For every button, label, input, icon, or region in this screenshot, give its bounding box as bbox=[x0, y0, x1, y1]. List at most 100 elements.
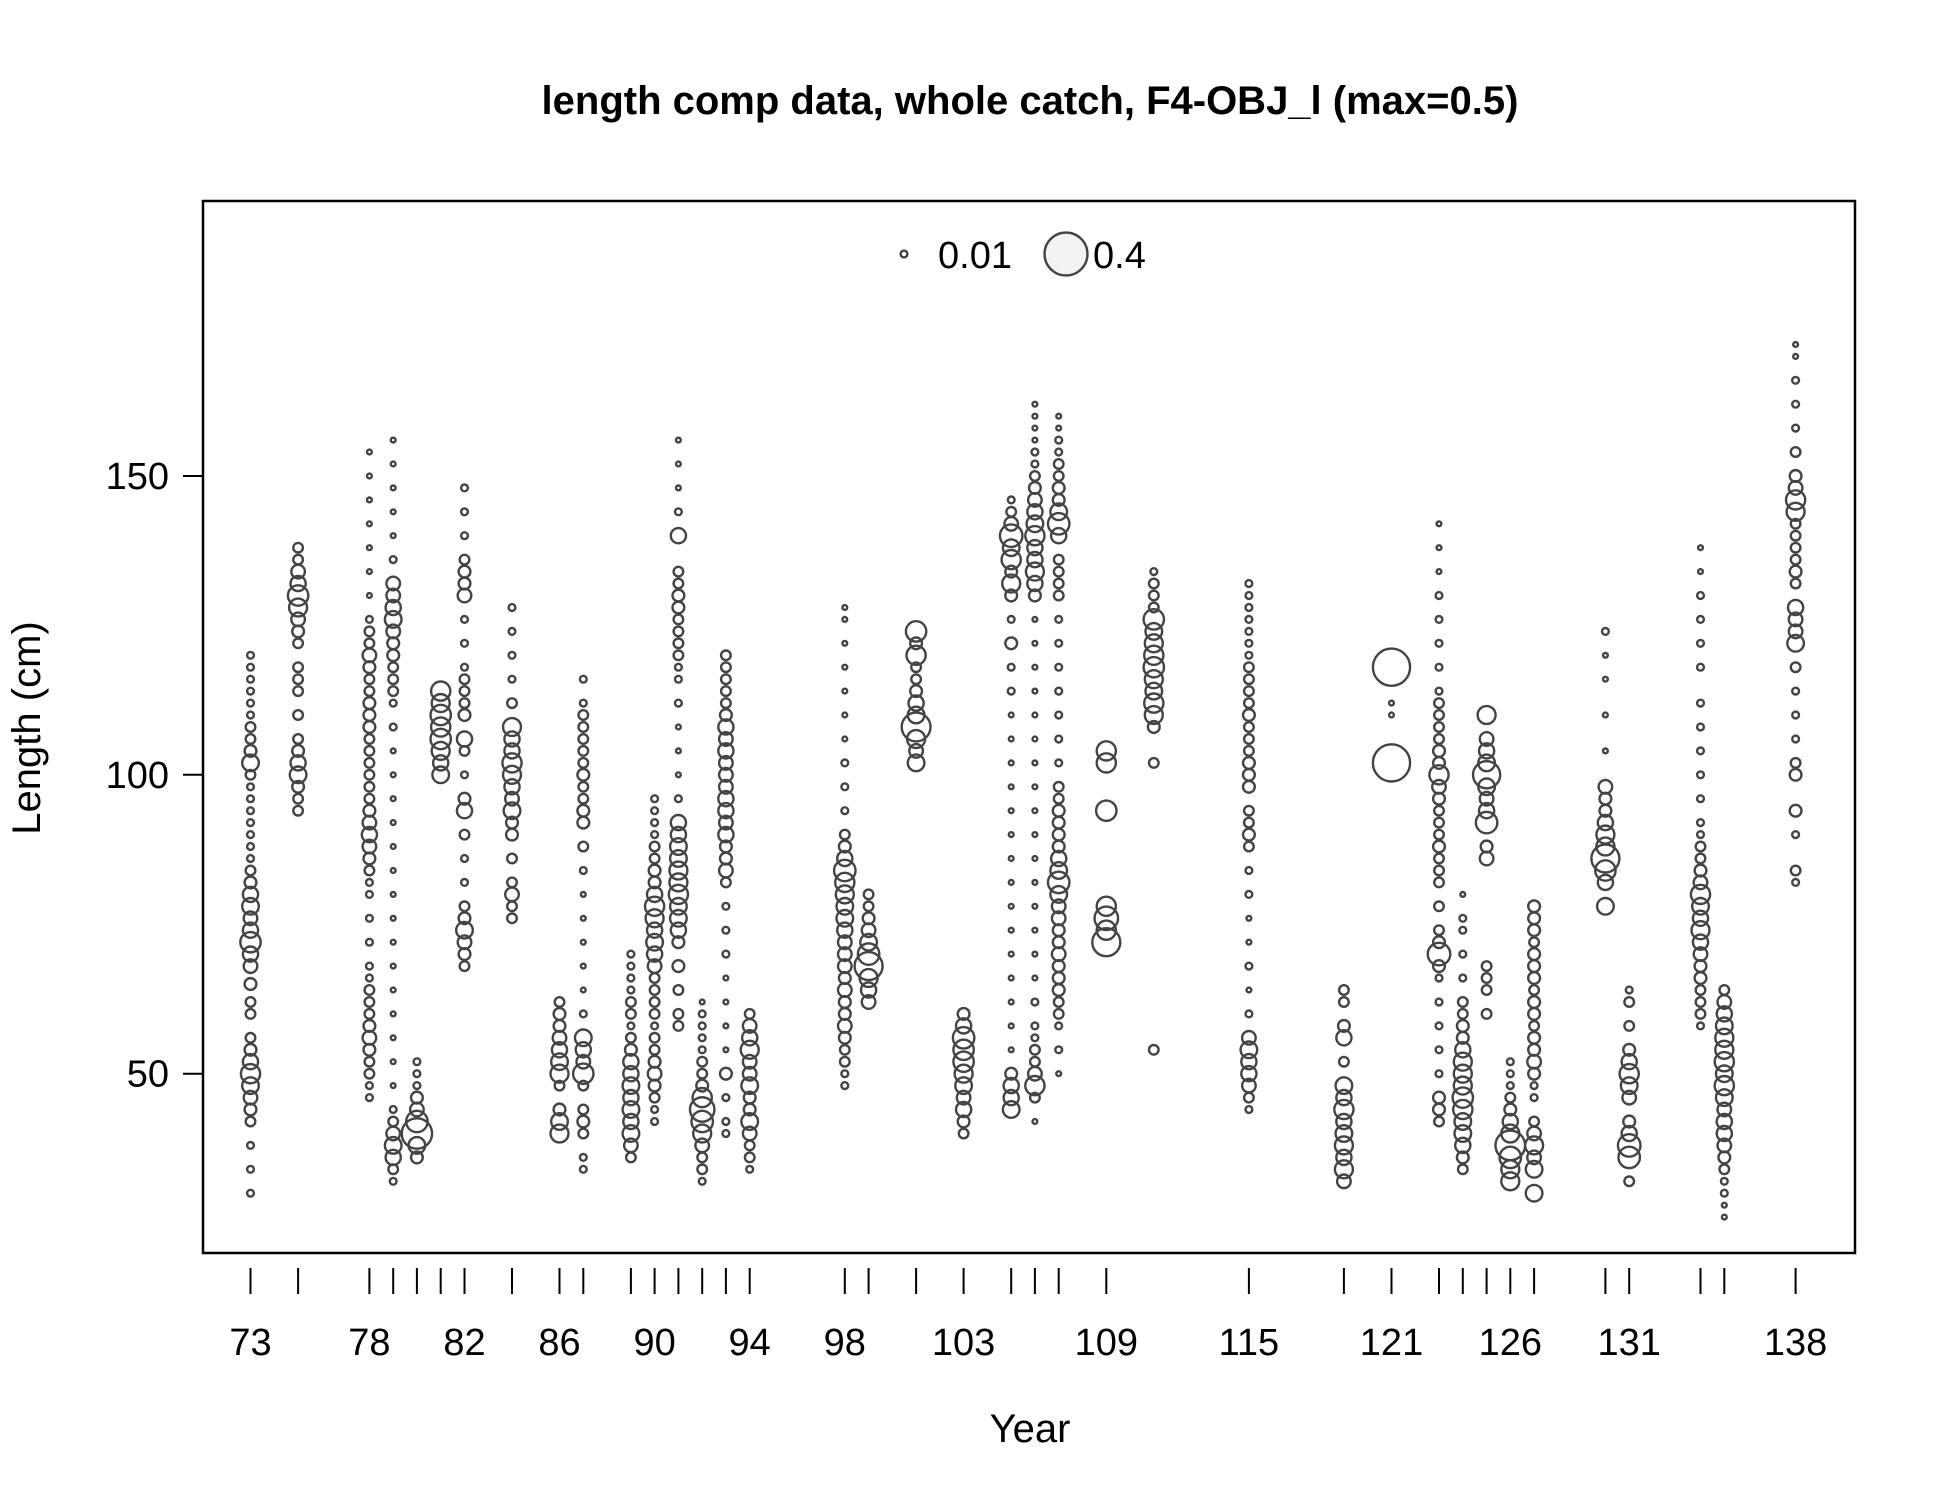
bubble-point bbox=[242, 1089, 259, 1106]
bubble-point bbox=[674, 747, 683, 755]
bubble-point bbox=[1244, 1104, 1254, 1115]
bubble-point bbox=[905, 644, 927, 667]
bubble-point bbox=[838, 828, 851, 841]
bubble-point bbox=[1050, 898, 1067, 915]
bubble-point bbox=[243, 976, 258, 992]
bubble-point bbox=[1432, 828, 1445, 841]
bubble-point bbox=[1618, 1062, 1640, 1085]
bubble-point bbox=[669, 825, 688, 844]
bubble-point bbox=[1007, 759, 1015, 767]
bubble-point bbox=[579, 914, 587, 922]
bubble-point bbox=[1504, 1091, 1517, 1104]
bubble-point bbox=[836, 946, 853, 963]
bubble-point bbox=[364, 1093, 374, 1103]
y-tick-label: 150 bbox=[106, 456, 169, 498]
bubble-point bbox=[643, 895, 666, 918]
bubble-point bbox=[1426, 941, 1452, 967]
bubble-point bbox=[501, 764, 523, 785]
bubble-point bbox=[622, 1112, 640, 1131]
bubble-point bbox=[363, 984, 376, 997]
bubble-point bbox=[717, 742, 735, 760]
bubble-point bbox=[740, 1029, 759, 1047]
bubble-point bbox=[836, 849, 854, 868]
bubble-point bbox=[507, 602, 517, 613]
bubble-point bbox=[1054, 1045, 1064, 1055]
bubble-point bbox=[648, 840, 661, 853]
bubble-point bbox=[459, 614, 470, 624]
bubble-point bbox=[291, 743, 306, 758]
bubble-point bbox=[1031, 807, 1039, 815]
bubble-point bbox=[1147, 589, 1160, 602]
bubble-point bbox=[1371, 647, 1412, 687]
bubble-point bbox=[553, 1079, 566, 1092]
bubble-point bbox=[457, 911, 472, 926]
bubble-point bbox=[1046, 511, 1071, 536]
bubble-point bbox=[1695, 818, 1706, 828]
bubble-point bbox=[1784, 489, 1807, 511]
bubble-point bbox=[674, 484, 683, 492]
bubble-point bbox=[1024, 561, 1046, 582]
bubble-point bbox=[1054, 662, 1064, 672]
bubble-point bbox=[363, 1007, 376, 1020]
bubble-point bbox=[1028, 1055, 1041, 1068]
bubble-point bbox=[1387, 699, 1396, 707]
bubble-point bbox=[1049, 884, 1069, 904]
bubble-point bbox=[954, 1017, 973, 1035]
y-axis-label: Length (cm) bbox=[5, 621, 49, 834]
bubble-point bbox=[698, 998, 706, 1006]
bubble-point bbox=[292, 804, 305, 817]
bubble-point bbox=[578, 1009, 588, 1019]
bubble-point bbox=[1001, 1099, 1021, 1120]
bubble-point bbox=[1480, 984, 1493, 997]
bubble-point bbox=[1456, 1163, 1469, 1176]
bubble-point bbox=[1696, 544, 1705, 552]
bubble-point bbox=[621, 1123, 641, 1144]
bubble-point bbox=[673, 662, 683, 672]
bubble-point bbox=[1718, 1163, 1731, 1176]
bubble-point bbox=[840, 782, 850, 792]
bubble-point bbox=[363, 996, 376, 1009]
bubble-point bbox=[859, 932, 879, 952]
bubble-point bbox=[1142, 608, 1166, 631]
bubble-point bbox=[1432, 876, 1445, 889]
bubble-point bbox=[1052, 577, 1065, 590]
bubble-point bbox=[672, 637, 685, 650]
bubble-point bbox=[648, 984, 661, 997]
bubble-point bbox=[1007, 998, 1015, 1006]
bubble-point bbox=[457, 707, 472, 723]
bubble-point bbox=[579, 938, 587, 946]
bubble-point bbox=[907, 694, 925, 712]
bubble-point bbox=[1785, 501, 1806, 522]
bubble-point bbox=[576, 803, 591, 818]
bubble-point bbox=[1480, 972, 1493, 985]
bubble-point bbox=[364, 877, 374, 887]
bubble-point bbox=[1143, 669, 1164, 690]
bubble-point bbox=[1434, 590, 1444, 601]
bubble-point bbox=[577, 1127, 590, 1140]
bubble-point bbox=[1432, 1115, 1445, 1128]
year-column-75 bbox=[286, 541, 310, 817]
bubble-point bbox=[1244, 961, 1254, 971]
bubble-point bbox=[719, 673, 732, 686]
bubble-point bbox=[1244, 638, 1254, 648]
bubble-point bbox=[1006, 614, 1016, 624]
bubble-point bbox=[507, 674, 517, 684]
plot-frame bbox=[201, 199, 1857, 1255]
bubble-point bbox=[241, 1052, 260, 1071]
bubble-point bbox=[673, 698, 683, 708]
bubble-point bbox=[952, 1050, 975, 1074]
bubble-point bbox=[244, 768, 257, 781]
bubble-point bbox=[1052, 1007, 1065, 1020]
bubble-point bbox=[245, 710, 256, 720]
bubble-point bbox=[1474, 810, 1499, 835]
bubble-point bbox=[696, 1163, 709, 1176]
bubble-point bbox=[400, 1117, 434, 1150]
bubble-point bbox=[1431, 959, 1447, 974]
x-tick-label: 94 bbox=[729, 1322, 771, 1364]
bubble-point bbox=[1334, 1076, 1354, 1096]
bubble-point bbox=[906, 705, 926, 725]
bubble-point bbox=[721, 901, 731, 911]
bubble-point bbox=[364, 889, 374, 899]
bubble-point bbox=[1091, 927, 1122, 958]
bubble-point bbox=[1001, 538, 1021, 558]
